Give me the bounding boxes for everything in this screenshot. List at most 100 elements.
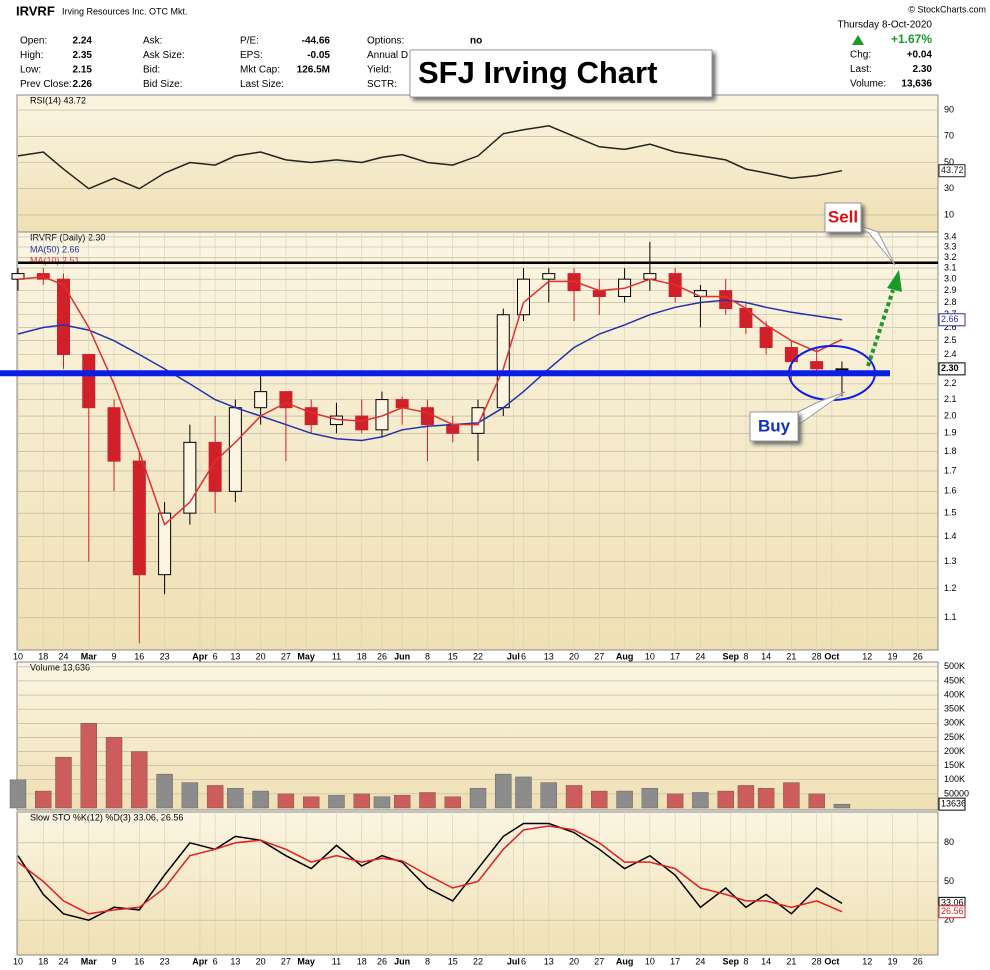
x-tick-label: 14: [761, 651, 771, 661]
candle-body: [542, 273, 556, 280]
series-line: [17, 822, 843, 921]
title-box: [409, 49, 713, 98]
quote-value: 126.5M: [297, 65, 330, 76]
x-tick-label: 10: [13, 956, 23, 966]
volume-bar: [692, 792, 709, 809]
arrow-head: [887, 270, 902, 292]
x-tick-label: 8: [743, 651, 748, 661]
x-tick-label: Jul: [507, 651, 520, 661]
volume-bar: [156, 773, 173, 809]
legend: Volume 13,636: [30, 662, 90, 672]
candle-body: [471, 407, 485, 434]
candle-body: [759, 326, 773, 349]
candle-body: [420, 407, 434, 426]
x-tick-label: 24: [695, 651, 705, 661]
volume-bar: [55, 756, 72, 809]
x-tick-label: 12: [862, 651, 872, 661]
legend-entry: MA(10) 2.51: [30, 255, 80, 265]
date: Thursday 8-Oct-2020: [838, 20, 933, 31]
quote-label: Yield:: [367, 65, 392, 76]
quote-value: 2.30: [913, 64, 933, 75]
candle-body: [592, 290, 606, 297]
last-price: 2.30: [941, 363, 959, 373]
buy-callout: [789, 391, 846, 426]
y-tick-label: 3.2: [944, 252, 957, 262]
candle-body: [254, 391, 268, 409]
volume-bar: [833, 803, 851, 809]
last-price-box: [938, 362, 966, 376]
x-tick-label: Jun: [394, 651, 410, 661]
x-tick-label: 8: [425, 956, 430, 966]
y-tick-label: 500K: [944, 661, 965, 671]
quote-label: Annual D: [367, 50, 408, 61]
rsi-panel: [16, 94, 939, 233]
x-tick-label: 24: [58, 956, 68, 966]
buy-box: [749, 411, 799, 442]
candle-body: [516, 278, 530, 316]
x-tick-label: 18: [357, 651, 367, 661]
y-tick-label: 300K: [944, 718, 965, 728]
quote-value: 2.24: [73, 36, 93, 47]
y-tick-label: 20: [944, 915, 954, 925]
candle-body: [693, 290, 707, 297]
x-tick-label: 27: [281, 956, 291, 966]
y-tick-label: 450K: [944, 675, 965, 685]
sell-callout: [857, 224, 896, 266]
candle-body: [496, 314, 510, 409]
volume-bar: [641, 788, 659, 809]
series-line: [17, 299, 843, 442]
volume-panel: [16, 661, 939, 811]
x-tick-label: 20: [569, 651, 579, 661]
y-tick-label: 10: [944, 209, 954, 219]
y-tick-label: 400K: [944, 689, 965, 699]
company: Irving Resources Inc. OTC Mkt.: [62, 6, 188, 16]
quote-label: Bid:: [143, 65, 160, 76]
x-tick-label: 15: [448, 651, 458, 661]
x-tick-label: 16: [134, 956, 144, 966]
x-tick-label: 8: [743, 956, 748, 966]
x-tick-label: 13: [230, 651, 240, 661]
y-tick-label: 1.3: [944, 556, 957, 566]
x-tick-label: 11: [332, 956, 341, 966]
volume-bar: [206, 785, 224, 809]
quote-label: Volume:: [850, 79, 886, 90]
y-tick-label: 2.5: [944, 335, 957, 345]
volume-bar: [252, 790, 269, 809]
x-tick-label: 20: [569, 956, 579, 966]
symbol: IRVRF: [16, 3, 55, 18]
x-tick-label: 9: [112, 651, 117, 661]
x-tick-label: 18: [38, 651, 48, 661]
volume-bar: [666, 793, 684, 809]
last-value: 43.72: [941, 165, 964, 175]
quote-label: Ask:: [143, 36, 162, 47]
candle-body: [784, 347, 798, 363]
volume-bar: [131, 751, 148, 809]
x-tick-label: 13: [544, 651, 554, 661]
y-tick-label: 150K: [944, 760, 965, 770]
x-tick-label: 13: [544, 956, 554, 966]
x-tick-label: 6: [521, 956, 526, 966]
arrow-shaft: [866, 289, 895, 367]
y-tick-label: 1.5: [944, 508, 957, 518]
quote-value: 2.26: [73, 79, 93, 90]
x-tick-label: May: [297, 956, 315, 966]
x-tick-label: 21: [786, 651, 796, 661]
y-tick-label: 2.0: [944, 410, 957, 420]
x-tick-label: 6: [521, 651, 526, 661]
candle-body: [375, 399, 389, 431]
volume-bar: [302, 796, 320, 809]
quote-label: Last:: [850, 64, 872, 75]
volume-bar: [373, 796, 391, 809]
last-value: 26.56: [941, 906, 964, 916]
quote-label: P/E:: [240, 36, 259, 47]
legend: RSI(14) 43.72: [30, 95, 86, 105]
volume-bar: [181, 782, 199, 809]
volume-bar: [9, 779, 27, 809]
volume-bar: [328, 795, 345, 809]
quote-label: SCTR:: [367, 79, 397, 90]
candle-body: [158, 512, 172, 576]
y-tick-label: 2.2: [944, 378, 957, 388]
x-tick-label: 26: [913, 651, 923, 661]
y-tick-label: 1.8: [944, 446, 957, 456]
